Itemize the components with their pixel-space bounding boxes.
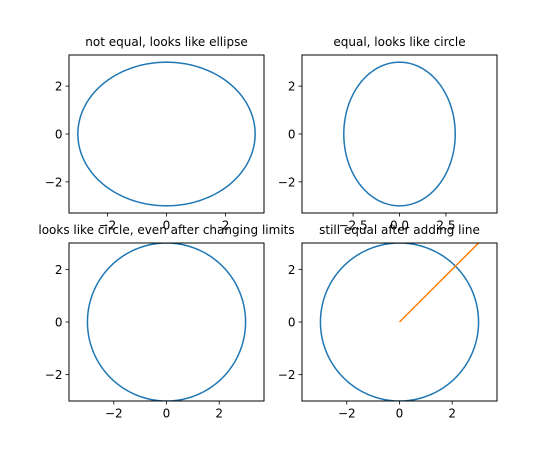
plot-area <box>78 62 255 206</box>
circle-series-1 <box>78 62 255 206</box>
axes-title: equal, looks like circle <box>333 35 465 49</box>
y-tick-label: 2 <box>288 263 296 277</box>
y-tick-label: 2 <box>288 80 296 94</box>
y-tick-label: 0 <box>288 128 296 142</box>
axes-frame <box>69 243 264 401</box>
y-tick-label: 0 <box>288 316 296 330</box>
x-tick-label: 0 <box>163 407 171 421</box>
plot-area <box>320 217 504 401</box>
y-tick-label: −2 <box>278 368 296 382</box>
y-tick-label: −2 <box>278 175 296 189</box>
circle-series-2 <box>344 62 455 206</box>
y-tick-label: 2 <box>55 263 63 277</box>
circle-series-3 <box>87 243 245 401</box>
plot-area <box>87 243 245 401</box>
x-tick-label: 0 <box>396 407 404 421</box>
axes-frame <box>69 55 264 213</box>
y-tick-label: −2 <box>45 368 63 382</box>
y-tick-label: 0 <box>55 316 63 330</box>
axes-title: looks like circle, even after changing l… <box>38 223 294 237</box>
y-tick-label: −2 <box>45 175 63 189</box>
axes-title: still equal after adding line <box>319 223 480 237</box>
axes-title: not equal, looks like ellipse <box>85 35 247 49</box>
axes-3: −2 0 2 −2 0 2 looks like circle, even after ch… <box>38 223 294 421</box>
x-tick-label: 2 <box>215 407 223 421</box>
y-tick-label: 0 <box>55 128 63 142</box>
axes-frame <box>302 55 497 213</box>
x-tick-label: 2 <box>448 407 456 421</box>
plot-area <box>344 62 455 206</box>
axes-4: −2 0 2 −2 0 2 still equal after adding line <box>278 217 505 421</box>
y-tick-label: 2 <box>55 80 63 94</box>
x-tick-label: −2 <box>338 407 356 421</box>
x-tick-label: −2 <box>105 407 123 421</box>
